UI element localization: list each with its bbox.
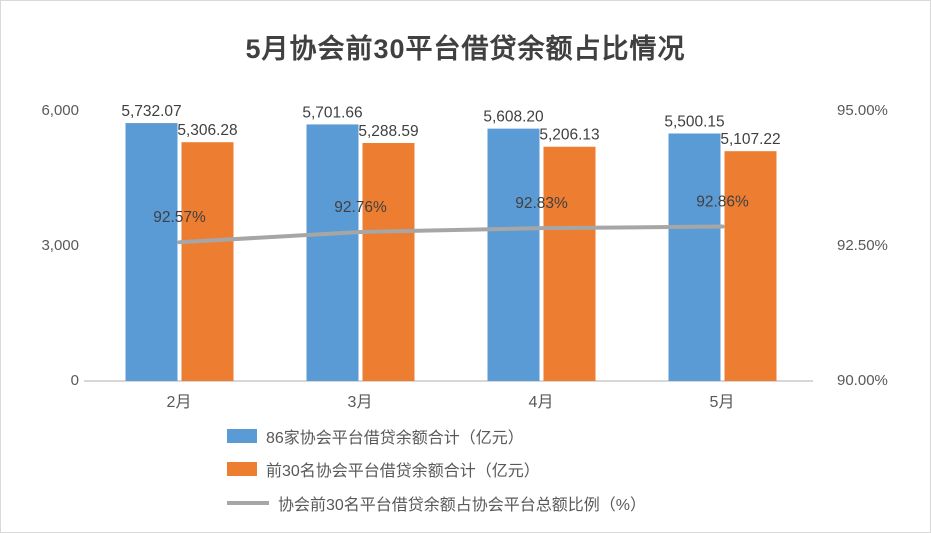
legend-orange-swatch-icon xyxy=(227,462,257,476)
x-axis-label-apr: 4月 xyxy=(528,394,554,411)
svg-text:92.83%: 92.83% xyxy=(515,195,568,212)
right-axis-tick-mid: 92.50% xyxy=(837,237,888,254)
svg-text:5,500.15: 5,500.15 xyxy=(664,113,724,130)
legend-blue-swatch-icon xyxy=(227,429,257,443)
x-axis-label-may: 5月 xyxy=(709,394,735,411)
legend-label-series-3: 协会前30名平台借贷余额占协会平台总额比例（%） xyxy=(278,497,647,514)
x-axis-label-feb: 2月 xyxy=(166,394,192,411)
svg-text:5,732.07: 5,732.07 xyxy=(121,103,181,120)
svg-text:5,306.28: 5,306.28 xyxy=(177,122,237,139)
svg-text:5,288.59: 5,288.59 xyxy=(358,123,418,140)
legend-item-series-1: 86家协会平台借贷余额合计（亿元） xyxy=(227,426,524,447)
legend-label-series-2: 前30名协会平台借贷余额合计（亿元） xyxy=(266,463,540,480)
svg-text:92.86%: 92.86% xyxy=(696,194,749,211)
right-axis-tick-max: 95.00% xyxy=(837,102,888,119)
chart-title: 5月协会前30平台借贷余额占比情况 xyxy=(245,34,686,64)
x-axis-label-mar: 3月 xyxy=(347,394,373,411)
svg-text:5,206.13: 5,206.13 xyxy=(539,127,599,144)
legend-item-series-2: 前30名协会平台借贷余额合计（亿元） xyxy=(227,459,540,480)
svg-text:92.76%: 92.76% xyxy=(334,199,387,216)
legend-line-swatch-icon xyxy=(227,501,269,505)
legend-label-series-1: 86家协会平台借贷余额合计（亿元） xyxy=(266,430,524,447)
left-axis-tick-max: 6,000 xyxy=(41,102,79,119)
svg-text:5,608.20: 5,608.20 xyxy=(483,109,544,126)
left-axis-tick-mid: 3,000 xyxy=(41,237,79,254)
svg-text:92.57%: 92.57% xyxy=(153,209,206,226)
svg-text:5,107.22: 5,107.22 xyxy=(720,131,780,148)
svg-text:5,701.66: 5,701.66 xyxy=(302,104,362,121)
left-axis-tick-zero: 0 xyxy=(70,372,79,389)
legend-item-series-3: 协会前30名平台借贷余额占协会平台总额比例（%） xyxy=(227,493,647,514)
right-axis-tick-min: 90.00% xyxy=(837,372,888,389)
